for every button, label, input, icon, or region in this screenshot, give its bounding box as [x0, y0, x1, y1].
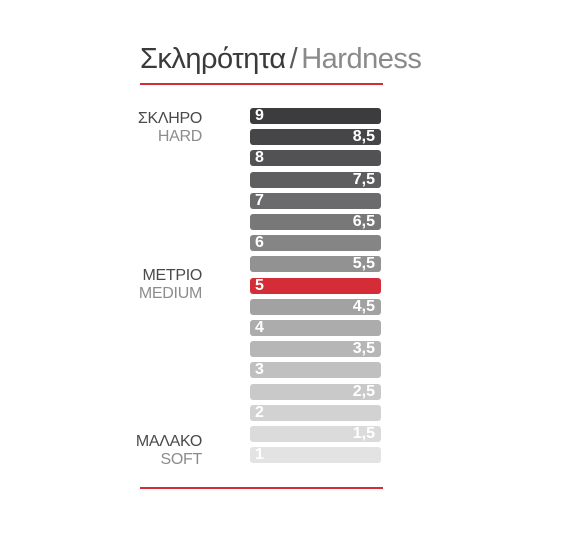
hardness-bar-4-5: 4,5 — [250, 299, 381, 315]
hardness-bar-label: 1 — [255, 446, 264, 463]
hardness-bar-label: 8 — [255, 149, 264, 166]
hardness-bar-8-5: 8,5 — [250, 129, 381, 145]
hardness-bar-label: 3,5 — [352, 340, 375, 357]
label-medium-greek: ΜΕΤΡΙΟ — [142, 267, 202, 284]
hardness-bar-6: 6 — [250, 235, 381, 251]
hardness-bar-8: 8 — [250, 150, 381, 166]
hardness-bar-5-5: 5,5 — [250, 256, 381, 272]
label-medium: ΜΕΤΡΙΟ MEDIUM — [100, 267, 202, 303]
hardness-bar-5: 5 — [250, 278, 381, 294]
label-soft-english: SOFT — [160, 451, 203, 468]
hardness-bar-6-5: 6,5 — [250, 214, 381, 230]
hardness-bar-label: 9 — [255, 107, 264, 124]
hardness-bar-label: 2 — [255, 404, 264, 421]
label-hard-greek: ΣΚΛΗΡΟ — [137, 110, 202, 127]
hardness-bar-label: 1,5 — [352, 425, 375, 442]
hardness-bar-label: 6 — [255, 234, 264, 251]
hardness-bar-7-5: 7,5 — [250, 172, 381, 188]
hardness-bar-7: 7 — [250, 193, 381, 209]
hardness-bar-label: 5 — [255, 277, 264, 294]
hardness-bar-label: 4 — [255, 319, 264, 336]
hardness-bar-1-5: 1,5 — [250, 426, 381, 442]
hardness-bar-3-5: 3,5 — [250, 341, 381, 357]
title-english: Hardness — [301, 43, 422, 75]
label-soft-greek: ΜΑΛΑΚΟ — [135, 433, 202, 450]
hardness-bar-label: 7,5 — [352, 171, 375, 188]
label-soft: ΜΑΛΑΚΟ SOFT — [100, 433, 202, 469]
hardness-bar-label: 5,5 — [352, 255, 375, 272]
top-divider — [140, 83, 383, 85]
hardness-bar-9: 9 — [250, 108, 381, 124]
hardness-bar-label: 6,5 — [352, 213, 375, 230]
label-hard-english: HARD — [157, 128, 202, 145]
label-hard: ΣΚΛΗΡΟ HARD — [100, 110, 202, 146]
hardness-bar-2-5: 2,5 — [250, 384, 381, 400]
hardness-bar-label: 3 — [255, 361, 264, 378]
hardness-bar-1: 1 — [250, 447, 381, 463]
title-greek: Σκληρότητα — [140, 43, 286, 75]
title-separator: / — [289, 43, 298, 75]
hardness-bar-3: 3 — [250, 362, 381, 378]
hardness-bar-label: 8,5 — [352, 128, 375, 145]
page-title: Σκληρότητα / Hardness — [140, 42, 422, 76]
hardness-bar-4: 4 — [250, 320, 381, 336]
bottom-divider — [140, 487, 383, 489]
hardness-bar-2: 2 — [250, 405, 381, 421]
hardness-bar-label: 2,5 — [352, 383, 375, 400]
label-medium-english: MEDIUM — [138, 285, 202, 302]
hardness-bar-label: 4,5 — [352, 298, 375, 315]
hardness-bar-label: 7 — [255, 192, 264, 209]
